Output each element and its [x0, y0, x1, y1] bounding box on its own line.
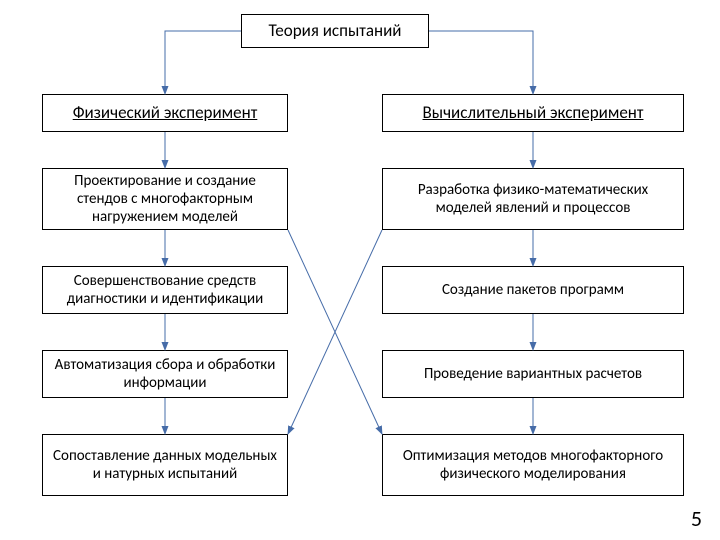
left-node-2-label: Совершенствование средств диагностики и … — [51, 272, 279, 308]
right-header-node: Вычислительный эксперимент — [382, 94, 684, 132]
left-header-node: Физический эксперимент — [42, 94, 288, 132]
right-node-3: Проведение вариантных расчетов — [382, 350, 684, 398]
right-node-1: Разработка физико-математических моделей… — [382, 168, 684, 230]
right-node-4: Оптимизация методов многофакторного физи… — [382, 434, 684, 496]
left-node-3-label: Автоматизация сбора и обработки информац… — [51, 356, 279, 392]
left-node-1-label: Проектирование и создание стендов с мног… — [51, 172, 279, 226]
left-node-1: Проектирование и создание стендов с мног… — [42, 168, 288, 230]
left-node-2: Совершенствование средств диагностики и … — [42, 266, 288, 314]
left-node-4: Сопоставление данных модельных и натурны… — [42, 434, 288, 496]
root-label: Теория испытаний — [269, 21, 402, 41]
left-header-label: Физический эксперимент — [73, 103, 258, 123]
right-node-2-label: Создание пакетов программ — [442, 281, 624, 299]
root-node: Теория испытаний — [241, 14, 429, 48]
right-node-1-label: Разработка физико-математических моделей… — [391, 181, 675, 217]
right-node-2: Создание пакетов программ — [382, 266, 684, 314]
left-node-3: Автоматизация сбора и обработки информац… — [42, 350, 288, 398]
right-node-4-label: Оптимизация методов многофакторного физи… — [391, 447, 675, 483]
page-number: 5 — [691, 505, 702, 532]
right-node-3-label: Проведение вариантных расчетов — [424, 365, 642, 383]
left-node-4-label: Сопоставление данных модельных и натурны… — [51, 447, 279, 483]
right-header-label: Вычислительный эксперимент — [423, 103, 644, 123]
